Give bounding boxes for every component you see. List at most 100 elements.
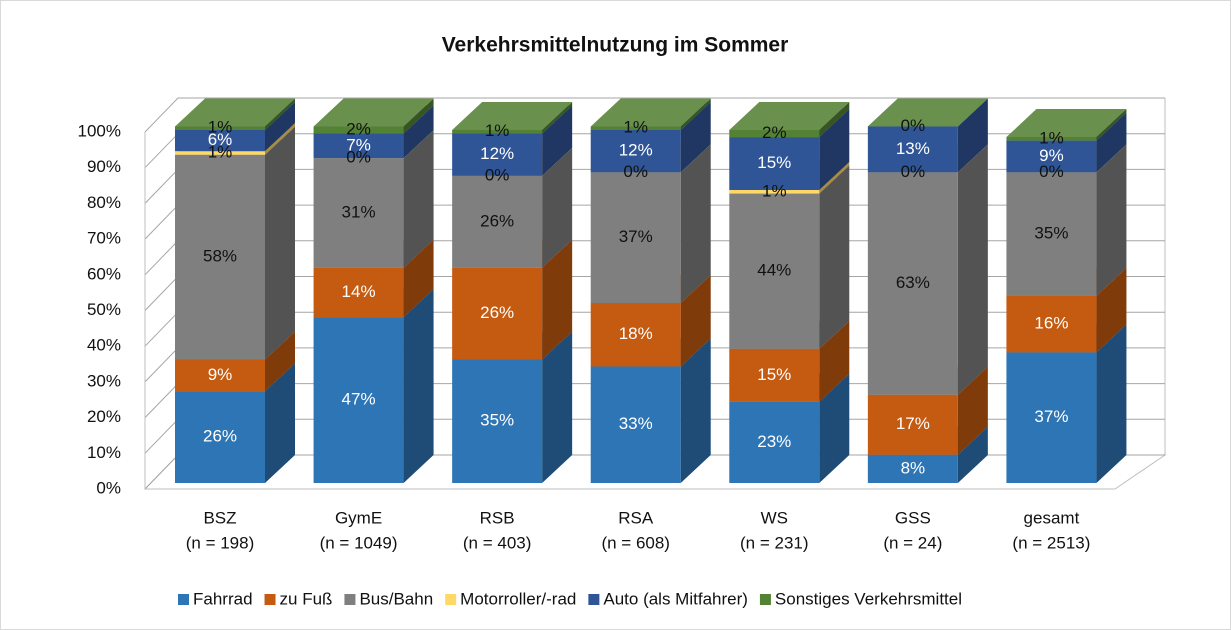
data-label: 37% — [619, 227, 653, 246]
data-label: 0% — [346, 148, 371, 167]
bar — [313, 158, 404, 268]
bar-side — [403, 105, 434, 159]
bar-side — [542, 331, 573, 483]
bar-side — [957, 144, 988, 395]
data-label: 0% — [901, 116, 926, 135]
legend-swatch — [344, 594, 356, 605]
x-tick-label: (n = 403) — [463, 533, 532, 552]
legend-label: Bus/Bahn — [359, 589, 433, 608]
bar — [175, 126, 265, 130]
bar-side — [1096, 267, 1127, 353]
bar — [590, 302, 681, 367]
bar-side — [680, 338, 711, 483]
bar-top — [1006, 109, 1127, 138]
bar-side — [403, 289, 434, 483]
y-tick-label: 80% — [87, 193, 121, 212]
bar — [867, 394, 958, 455]
bar-top — [313, 98, 434, 127]
bar — [1006, 140, 1097, 173]
bar — [175, 151, 265, 155]
bar-side — [1096, 112, 1127, 173]
bar — [175, 130, 265, 152]
data-label: 0% — [901, 162, 926, 181]
bar-side — [680, 144, 711, 303]
bar — [729, 130, 820, 138]
data-label: 6% — [208, 130, 233, 149]
chart-title: Verkehrsmittelnutzung im Sommer — [442, 34, 789, 57]
legend-label: Motorroller/-rad — [460, 589, 576, 608]
bar-side — [542, 102, 573, 134]
x-tick-label: WS — [761, 508, 788, 527]
y-tick-label: 70% — [87, 229, 121, 248]
bar — [590, 126, 681, 130]
bar-side — [819, 320, 850, 402]
data-label: 1% — [208, 142, 233, 161]
y-tick-label: 90% — [87, 157, 121, 176]
data-label: 9% — [208, 365, 233, 384]
data-label: 35% — [480, 411, 514, 430]
legend-label: zu Fuß — [280, 589, 333, 608]
y-tick-label: 50% — [87, 300, 121, 319]
x-tick-label: (n = 24) — [883, 533, 942, 552]
data-label: 2% — [762, 123, 787, 142]
bar-side — [265, 363, 295, 483]
data-label: 15% — [757, 365, 791, 384]
data-label: 1% — [485, 121, 510, 140]
bar — [867, 172, 958, 395]
legend-label: Fahrrad — [193, 589, 253, 608]
bar — [313, 317, 404, 483]
data-label: 31% — [342, 202, 376, 221]
data-label: 1% — [762, 181, 787, 200]
bar-side — [542, 105, 573, 176]
x-tick-label: GSS — [895, 508, 931, 527]
bar-side — [819, 165, 850, 349]
bar — [1006, 137, 1097, 141]
bar — [313, 126, 404, 134]
y-tick-label: 10% — [87, 443, 121, 462]
bar-side — [819, 373, 850, 483]
bar-side — [680, 274, 711, 367]
bar — [1006, 352, 1097, 483]
x-tick-label: (n = 231) — [740, 533, 809, 552]
bar-side — [265, 98, 295, 130]
bar — [452, 175, 543, 268]
bar-top — [175, 98, 295, 127]
data-label: 12% — [619, 141, 653, 160]
bar-side — [680, 102, 711, 173]
data-label: 58% — [203, 247, 237, 266]
bar-side — [1096, 144, 1127, 296]
bar-side — [957, 98, 988, 173]
bar-top — [867, 98, 988, 127]
data-label: 18% — [619, 324, 653, 343]
bar-top — [452, 102, 573, 130]
bar-side — [680, 98, 711, 130]
bar-side — [957, 366, 988, 455]
data-label: 26% — [480, 211, 514, 230]
x-tick-label: GymE — [335, 508, 382, 527]
bar — [1006, 172, 1097, 296]
bar-side — [1096, 324, 1127, 483]
data-label: 16% — [1034, 314, 1068, 333]
bar — [590, 172, 681, 303]
bar — [729, 190, 820, 194]
y-tick-label: 40% — [87, 336, 121, 355]
x-tick-label: gesamt — [1024, 508, 1080, 527]
bar-top — [729, 102, 850, 130]
data-label: 1% — [1039, 128, 1064, 147]
bar — [867, 454, 958, 483]
bar-side — [265, 102, 295, 152]
data-label: 0% — [485, 165, 510, 184]
data-label: 12% — [480, 144, 514, 163]
bar — [313, 133, 404, 159]
bar-side — [265, 123, 295, 155]
y-tick-label: 0% — [96, 478, 121, 497]
bar — [452, 359, 543, 483]
data-label: 8% — [901, 458, 926, 477]
y-tick-label: 60% — [87, 264, 121, 283]
x-tick-label: RSB — [480, 508, 515, 527]
bar-side — [403, 239, 434, 318]
x-tick-label: (n = 608) — [601, 533, 670, 552]
bar-side — [403, 130, 434, 268]
bar — [452, 133, 543, 176]
bar — [867, 126, 958, 173]
